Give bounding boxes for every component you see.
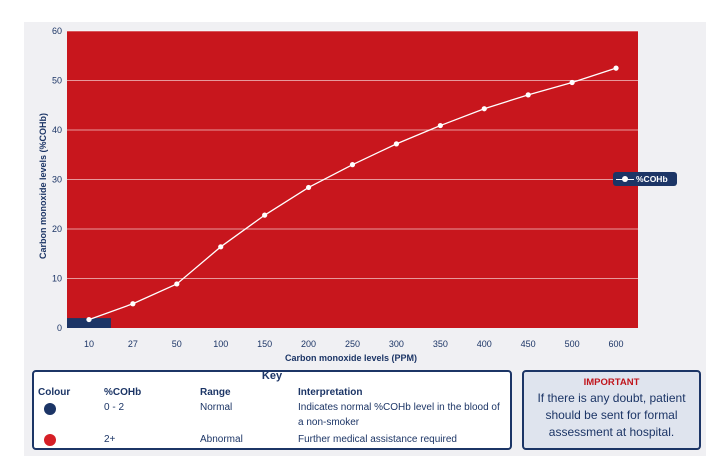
key-row-interpretation: Further medical assistance required	[298, 434, 457, 445]
normal-band	[67, 318, 111, 328]
legend-line-marker-icon	[616, 174, 634, 184]
x-tick-label: 10	[84, 339, 94, 349]
y-tick-label: 10	[52, 274, 62, 284]
data-point	[437, 122, 443, 129]
key-row-range: Normal	[200, 402, 233, 413]
key-header-colour: Colour	[38, 387, 71, 398]
y-tick-label: 40	[52, 125, 62, 135]
key-header-cohb: %COHb	[104, 387, 142, 398]
x-tick-label: 100	[213, 339, 228, 349]
abnormal-colour-swatch	[44, 434, 56, 446]
x-axis-label: Carbon monoxide levels (PPM)	[285, 353, 417, 363]
line-chart: 0 10 20 30 40 50 60 10 27 50 100 150 200 250 300 350 40…	[38, 26, 638, 363]
y-tick-label: 30	[52, 175, 62, 185]
key-header-interpretation: Interpretation	[298, 387, 363, 398]
x-tick-label: 27	[128, 339, 138, 349]
key-title: Key	[261, 370, 283, 382]
x-tick-label: 50	[172, 339, 182, 349]
x-tick-label: 350	[433, 339, 448, 349]
key-row-cohb: 2+	[104, 434, 116, 445]
important-notice: IMPORTANT If there is any doubt, patient…	[522, 370, 701, 450]
data-point	[481, 106, 487, 112]
key-header-range: Range	[200, 387, 231, 398]
data-point	[262, 212, 268, 218]
data-point	[525, 92, 531, 98]
data-point	[86, 316, 92, 323]
key-row-cohb: 0 - 2	[104, 402, 125, 413]
x-tick-label: 400	[477, 339, 492, 349]
x-tick-label: 300	[389, 339, 404, 349]
chart-legend: %COHb	[613, 172, 677, 186]
x-tick-label: 500	[565, 339, 580, 349]
data-point	[130, 301, 136, 307]
legend-label: %COHb	[636, 174, 668, 184]
x-tick-label: 450	[521, 339, 536, 349]
x-tick-label: 150	[257, 339, 272, 349]
data-point	[569, 79, 575, 86]
key-panel: Key Colour %COHb Range Interpretation 0 …	[32, 370, 512, 450]
data-point	[393, 141, 400, 147]
key-row-range: Abnormal	[200, 434, 243, 445]
normal-colour-swatch	[44, 403, 56, 415]
data-point	[218, 244, 224, 250]
data-point	[613, 65, 619, 71]
important-text: If there is any doubt, patient should be…	[537, 391, 686, 439]
x-tick-label: 200	[301, 339, 316, 349]
x-tick-label: 250	[345, 339, 360, 349]
data-point	[349, 162, 356, 168]
y-tick-label: 50	[52, 76, 62, 86]
y-tick-label: 20	[52, 224, 62, 234]
y-axis-label: Carbon monoxide levels (%COHb)	[38, 113, 48, 259]
y-tick-label: 0	[57, 323, 62, 333]
x-tick-label: 600	[609, 339, 624, 349]
y-tick-label: 60	[52, 26, 62, 36]
data-point	[305, 184, 312, 191]
important-title: IMPORTANT	[583, 377, 640, 388]
data-point	[174, 281, 180, 287]
key-row-interpretation: Indicates normal %COHb level in the bloo…	[298, 402, 500, 428]
